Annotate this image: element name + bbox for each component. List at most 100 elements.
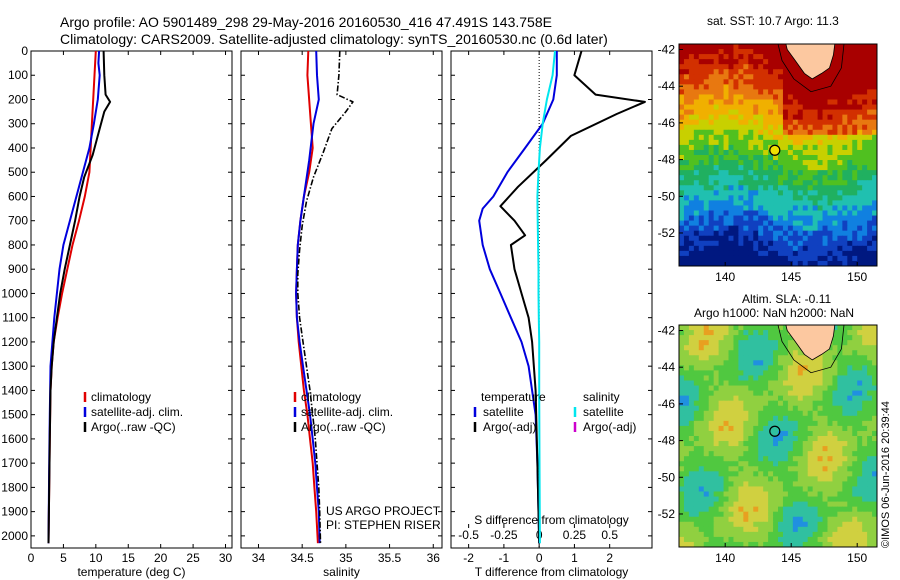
- map-cell: [733, 54, 739, 60]
- map-cell: [852, 44, 858, 50]
- figure-title-line2: Climatology: CARS2009. Satellite-adjuste…: [60, 31, 608, 47]
- map-cell: [753, 365, 759, 372]
- map-cell: [867, 114, 873, 121]
- map-cell: [733, 456, 739, 462]
- map-cell: [703, 395, 710, 402]
- map-cell: [763, 451, 769, 457]
- map-cell: [837, 340, 843, 346]
- map-cell: [832, 365, 838, 372]
- map-cell: [787, 375, 794, 382]
- map-cell: [698, 175, 705, 181]
- map-cell: [698, 430, 705, 437]
- map-cell: [723, 74, 730, 80]
- map-cell: [718, 149, 725, 156]
- map-cell: [787, 69, 794, 75]
- map-cell: [827, 215, 834, 222]
- map-cell: [872, 526, 877, 533]
- map-cell: [683, 215, 690, 222]
- map-cell: [787, 144, 794, 151]
- map-cell: [723, 536, 730, 543]
- map-cell: [738, 405, 744, 412]
- map-cell: [708, 225, 715, 232]
- map-cell: [733, 255, 739, 262]
- map-cell: [872, 516, 877, 523]
- map-cell: [802, 395, 809, 402]
- map-cell: [753, 380, 759, 387]
- map-cell: [852, 355, 858, 361]
- map-cell: [852, 170, 858, 176]
- map-cell: [837, 506, 843, 513]
- sla-map-title-line1: Altim. SLA: -0.11: [742, 292, 832, 306]
- map-cell: [787, 235, 794, 242]
- map-cell: [743, 109, 749, 116]
- map-cell: [867, 160, 873, 166]
- map-cell: [723, 430, 730, 437]
- map-cell: [728, 430, 735, 437]
- map-cell: [812, 420, 819, 427]
- map-cell: [792, 260, 799, 266]
- map-cell: [768, 345, 774, 351]
- map-cell: [718, 516, 725, 523]
- map-cell: [837, 245, 843, 252]
- map-cell: [867, 370, 873, 377]
- map-cell: [852, 461, 858, 467]
- map-cell: [758, 170, 764, 176]
- map-cell: [768, 375, 774, 382]
- map-cell: [698, 180, 705, 186]
- map-cell: [807, 99, 814, 106]
- map-cell: [773, 190, 779, 196]
- map-cell: [787, 395, 794, 402]
- map-cell: [847, 160, 853, 166]
- map-cell: [763, 340, 769, 346]
- map-cell: [728, 170, 735, 176]
- map-cell: [708, 49, 715, 55]
- map-cell: [832, 180, 838, 186]
- map-cell: [679, 365, 685, 372]
- map-cell: [733, 64, 739, 70]
- map-cell: [713, 215, 720, 222]
- map-cell: [797, 425, 804, 432]
- map-cell: [763, 476, 769, 483]
- map-cell: [683, 541, 690, 547]
- map-cell: [802, 425, 809, 432]
- map-cell: [679, 491, 685, 498]
- map-cell: [773, 501, 779, 508]
- map-cell: [792, 436, 799, 442]
- map-cell: [787, 400, 794, 407]
- map-cell: [703, 44, 710, 50]
- map-cell: [872, 129, 877, 136]
- map-cell: [797, 94, 804, 101]
- map-cell: [787, 405, 794, 412]
- map-cell: [778, 205, 784, 212]
- map-cell: [693, 44, 700, 50]
- map-cell: [857, 451, 863, 457]
- map-cell: [693, 160, 700, 166]
- map-cell: [698, 165, 705, 171]
- map-cell: [852, 64, 858, 70]
- map-cell: [679, 149, 685, 156]
- map-cell: [862, 410, 868, 417]
- map-cell: [832, 129, 838, 136]
- map-cell: [698, 410, 705, 417]
- map-cell: [763, 250, 769, 257]
- map-cell: [708, 330, 715, 336]
- map-cell: [778, 410, 784, 417]
- map-cell: [787, 195, 794, 202]
- map-cell: [852, 240, 858, 247]
- map-cell: [693, 441, 700, 447]
- map-cell: [778, 180, 784, 186]
- map-cell: [778, 200, 784, 207]
- map-cell: [763, 64, 769, 70]
- map-cell: [753, 49, 759, 55]
- map-cell: [768, 124, 774, 131]
- map-cell: [852, 119, 858, 126]
- map-cell: [837, 99, 843, 106]
- map-cell: [857, 109, 863, 116]
- map-cell: [817, 375, 824, 382]
- map-cell: [827, 476, 834, 483]
- map-cell: [827, 255, 834, 262]
- map-cell: [787, 506, 794, 513]
- map-cell: [792, 195, 799, 202]
- map-cell: [688, 395, 695, 402]
- map-cell: [797, 124, 804, 131]
